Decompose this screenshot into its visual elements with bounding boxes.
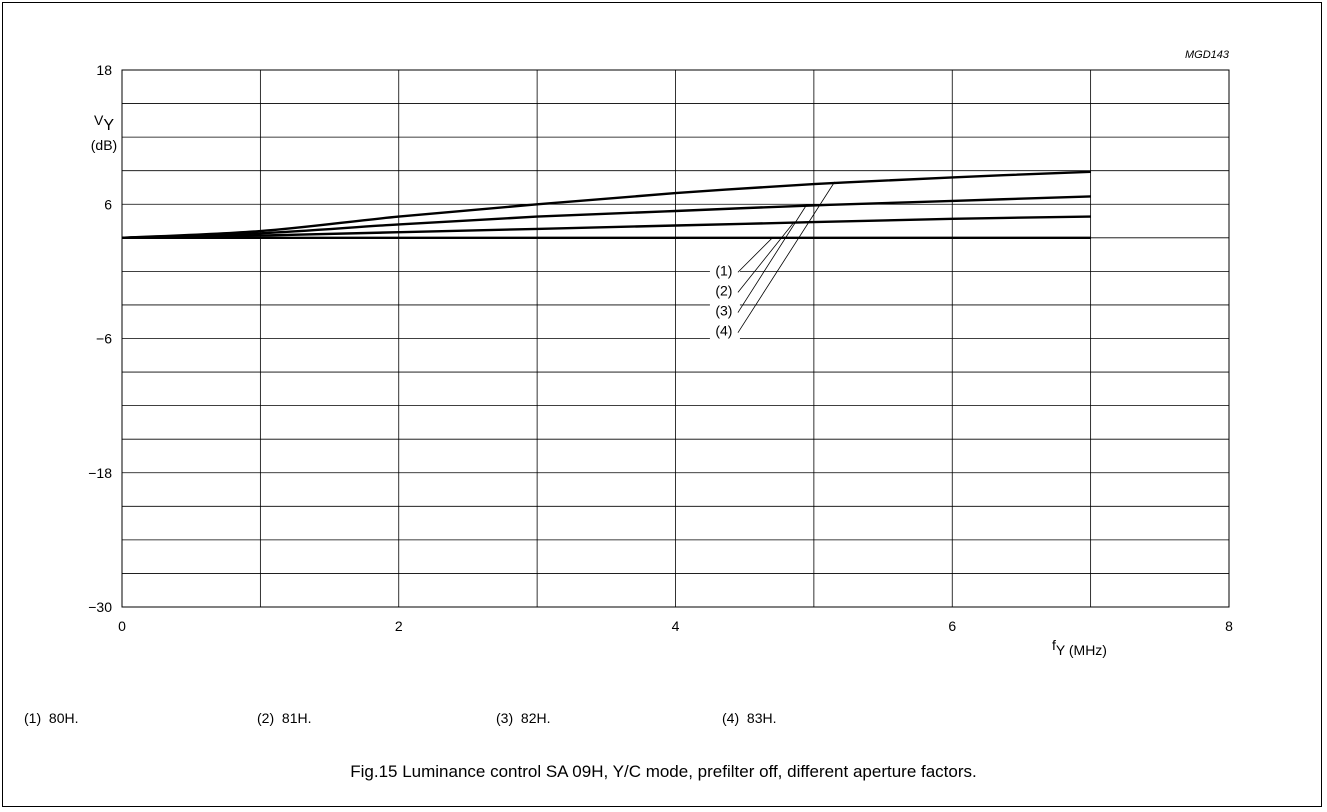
series-line-4 — [121, 170, 1091, 239]
legend-item-3: (3) 82H. — [496, 710, 550, 726]
figure-id: MGD143 — [1185, 49, 1230, 61]
series-label-2: (2) — [715, 282, 732, 298]
x-tick-label: 0 — [118, 618, 126, 634]
series-group — [121, 170, 1091, 240]
series-line-3 — [121, 195, 1091, 239]
series-label-backdrop — [709, 301, 740, 320]
legend-label: 80H. — [48, 710, 79, 726]
legend-label: 83H. — [746, 710, 777, 726]
series-label-3: (3) — [715, 303, 732, 319]
plot-area-border — [121, 69, 1230, 608]
chart: 0 2 4 6 8 −30 −18 −6 6 18 (1) (2) (3) (4) MGD143 V Y … — [88, 49, 1233, 658]
series-label-1: (1) — [715, 262, 732, 278]
legend-key: (1) — [24, 710, 42, 726]
x-tick-label: 4 — [672, 618, 680, 634]
legend-item-1: (1) 80H. — [24, 710, 78, 726]
tick-labels: 0 2 4 6 8 −30 −18 −6 6 18 — [88, 62, 1233, 634]
y-tick-label: 6 — [104, 196, 112, 212]
grid — [122, 70, 1229, 607]
legend-label: 81H. — [281, 710, 312, 726]
legend: (1) 80H. (2) 81H. (3) 82H. (4) 83H. — [0, 710, 1327, 730]
legend-key: (2) — [257, 710, 275, 726]
y-axis-label: VY — [94, 112, 114, 134]
y-tick-label: 18 — [96, 62, 112, 78]
x-tick-label: 2 — [395, 618, 403, 634]
legend-label: 82H. — [520, 710, 551, 726]
series-line-2 — [121, 215, 1091, 239]
y-tick-label: −30 — [88, 599, 112, 615]
figure-caption: Fig.15 Luminance control SA 09H, Y/C mod… — [350, 762, 977, 781]
x-axis-label-sub: Y (MHz) — [1056, 642, 1107, 658]
legend-item-4: (4) 83H. — [722, 710, 776, 726]
series-label-backdrop — [709, 321, 740, 340]
series-label-leader — [737, 204, 808, 313]
series-label-backdrop — [709, 281, 740, 300]
legend-key: (3) — [496, 710, 514, 726]
series-label-4: (4) — [715, 323, 732, 339]
y-axis-label-main: V — [94, 112, 104, 128]
series-label-leader — [737, 223, 794, 293]
series-label-backdrop — [709, 261, 740, 280]
y-tick-label: −18 — [88, 465, 112, 481]
legend-item-2: (2) 81H. — [257, 710, 311, 726]
y-axis-label-sub: Y — [103, 117, 114, 134]
series-annotations: (1) (2) (3) (4) — [709, 181, 835, 340]
legend-key: (4) — [722, 710, 740, 726]
series-label-leader — [737, 237, 773, 273]
x-tick-label: 8 — [1225, 618, 1233, 634]
y-tick-label: −6 — [96, 331, 112, 347]
x-axis-label-main: f — [1052, 637, 1056, 653]
x-tick-label: 6 — [948, 618, 956, 634]
x-axis-label: fY (MHz) — [1052, 637, 1107, 658]
series-label-leader — [737, 181, 835, 333]
y-axis-unit: (dB) — [91, 137, 117, 153]
